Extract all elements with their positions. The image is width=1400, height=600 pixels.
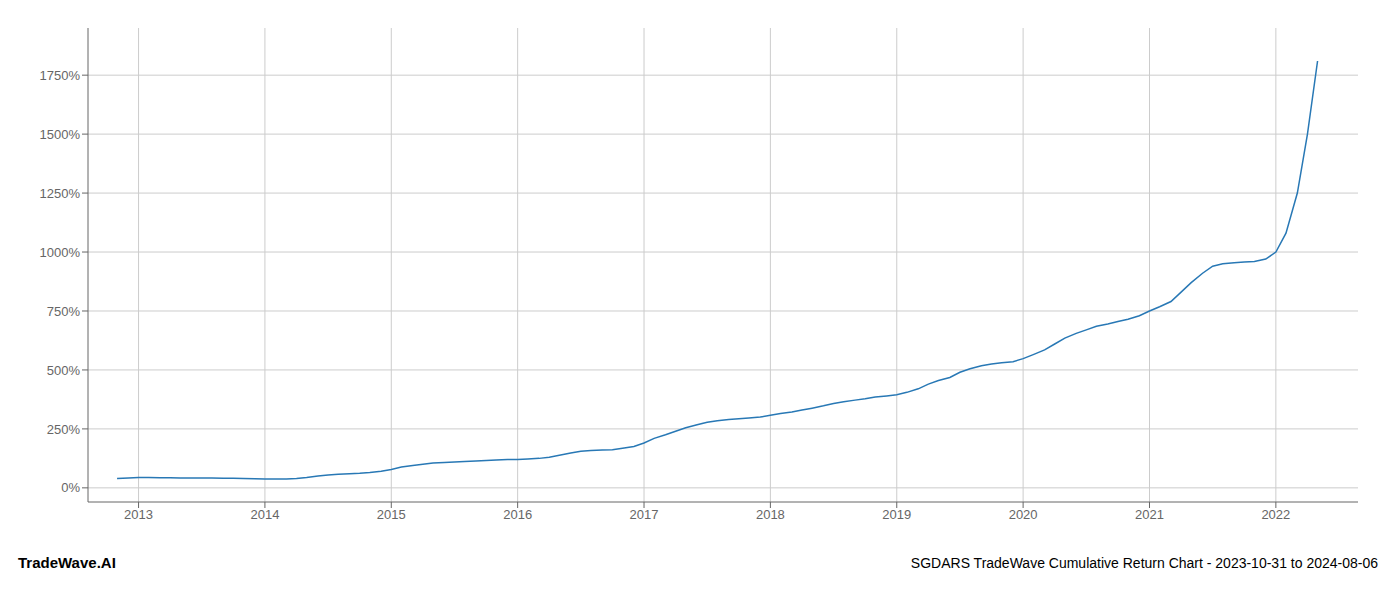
svg-text:2017: 2017 [630, 507, 659, 522]
svg-text:1250%: 1250% [40, 186, 81, 201]
svg-text:2022: 2022 [1261, 507, 1290, 522]
svg-text:2019: 2019 [882, 507, 911, 522]
svg-text:0%: 0% [61, 480, 80, 495]
html-text:TradeWave.AI: TradeWave.AI [18, 554, 116, 571]
svg-text:1750%: 1750% [40, 68, 81, 83]
svg-text:2013: 2013 [124, 507, 153, 522]
svg-text:2016: 2016 [503, 507, 532, 522]
svg-text:2015: 2015 [377, 507, 406, 522]
svg-text:2018: 2018 [756, 507, 785, 522]
svg-text:2021: 2021 [1135, 507, 1164, 522]
svg-text:1000%: 1000% [40, 245, 81, 260]
svg-text:500%: 500% [47, 363, 81, 378]
svg-text:750%: 750% [47, 304, 81, 319]
html-text:SGDARS TradeWave Cumulative Re: SGDARS TradeWave Cumulative Return Chart… [910, 554, 1378, 571]
svg-text:250%: 250% [47, 422, 81, 437]
svg-text:2014: 2014 [250, 507, 279, 522]
svg-text:2020: 2020 [1009, 507, 1038, 522]
svg-text:1500%: 1500% [40, 127, 81, 142]
